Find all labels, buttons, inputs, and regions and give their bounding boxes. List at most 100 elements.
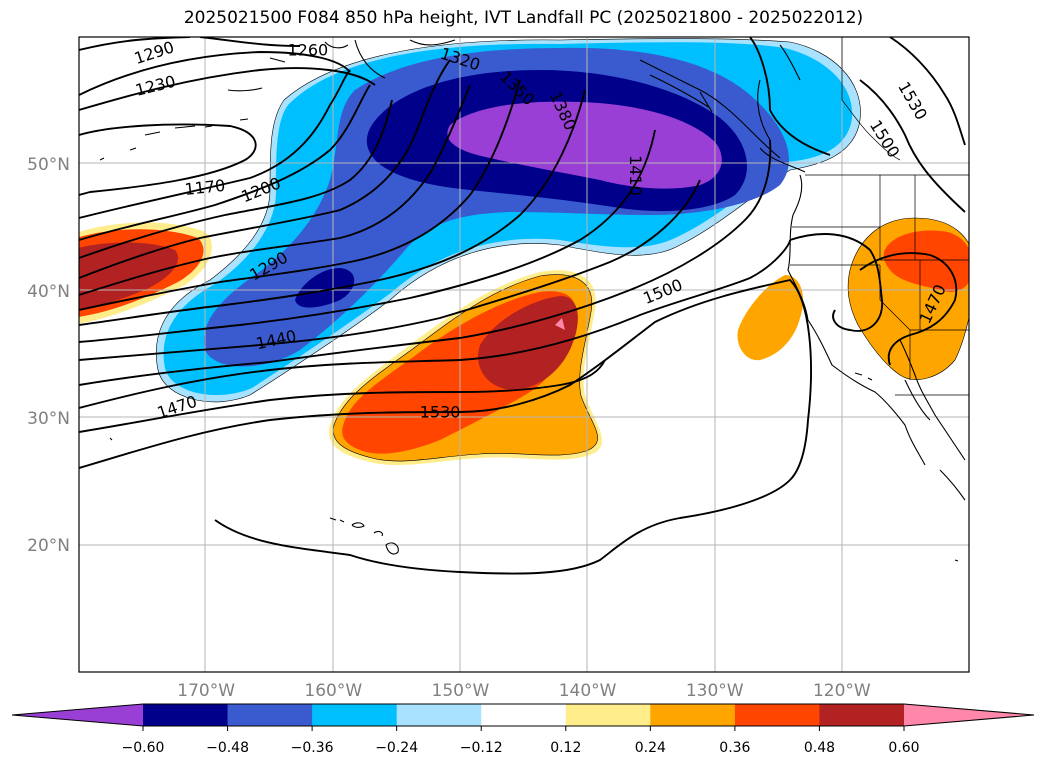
map-frame bbox=[78, 36, 970, 673]
contour-1530-closed-low-lat bbox=[79, 278, 812, 575]
contour-1230 bbox=[79, 51, 351, 96]
colorbar-tick-label: −0.48 bbox=[206, 740, 249, 756]
lat-label: 40°N bbox=[27, 282, 70, 302]
contour-1230b bbox=[79, 84, 371, 241]
contour-1410 bbox=[79, 129, 656, 343]
ivt-neg-blob-dark-2 bbox=[295, 268, 355, 308]
contour-label: 1170 bbox=[184, 176, 226, 199]
lat-label: 30°N bbox=[27, 409, 70, 429]
ca-islands bbox=[854, 372, 873, 381]
canada-inland-coast bbox=[757, 44, 801, 141]
contour-1320 bbox=[79, 84, 471, 296]
height-contours bbox=[79, 37, 966, 575]
contour-1200-north bbox=[79, 67, 376, 111]
lon-label: 120°W bbox=[813, 681, 871, 701]
contour-1470-sw bbox=[859, 252, 958, 366]
colorbar-swatch bbox=[481, 704, 567, 726]
contour-1500-ca bbox=[789, 233, 883, 332]
contour-label-text: 1170 bbox=[184, 176, 226, 199]
colorbar-swatch bbox=[734, 704, 820, 726]
contour-label: 1530 bbox=[420, 403, 461, 422]
colorbar-tick-label: 0.24 bbox=[635, 740, 666, 756]
contour-1260-north bbox=[199, 37, 301, 47]
contour-label: 1410 bbox=[626, 155, 645, 196]
contour-label-text: 1260 bbox=[287, 41, 328, 60]
colorbar-swatch bbox=[565, 704, 651, 726]
colorbar: −0.60 −0.48 −0.36 −0.24 −0.12 0.12 0.24 0.36 0.4… bbox=[11, 703, 1035, 756]
contour-label: 1290 bbox=[132, 37, 177, 68]
ivt-negative-shading bbox=[155, 38, 861, 403]
contour-label: 1230 bbox=[133, 72, 177, 100]
colorbar-tick-label: −0.12 bbox=[460, 740, 503, 756]
ivt-ca-blob-024 bbox=[737, 275, 804, 361]
colorbar-tick-label: 0.60 bbox=[888, 740, 919, 756]
colorbar-tick-label: −0.24 bbox=[375, 740, 418, 756]
contour-1380 bbox=[79, 89, 586, 326]
baja-gulf-coast bbox=[899, 339, 966, 501]
map-title: 2025021500 F084 850 hPa height, IVT Land… bbox=[183, 8, 864, 28]
contour-1350 bbox=[79, 79, 521, 311]
aleutian-islands bbox=[99, 118, 249, 161]
north-america-west-coast bbox=[787, 174, 931, 466]
colorbar-extend-max bbox=[904, 704, 1034, 726]
bc-coast-islands bbox=[639, 59, 806, 173]
contour-1500-canada bbox=[749, 37, 831, 156]
alaska-coast bbox=[144, 39, 456, 136]
lat-label: 50°N bbox=[27, 155, 70, 175]
lon-label: 170°W bbox=[177, 681, 235, 701]
colorbar-extend-min bbox=[12, 704, 143, 726]
contour-1200 bbox=[79, 69, 351, 219]
contour-1260 bbox=[79, 99, 393, 259]
contour-1440 bbox=[79, 179, 701, 361]
ivt-band-pos-048 bbox=[478, 296, 578, 390]
colorbar-tick-label: −0.60 bbox=[122, 740, 165, 756]
colorbar-swatch bbox=[396, 704, 482, 726]
contour-label: 1260 bbox=[287, 41, 328, 60]
colorbar-tick-label: 0.36 bbox=[719, 740, 750, 756]
colorbar-tick-label: 0.48 bbox=[804, 740, 835, 756]
map-plot-area: 1290 126012301320135013801410153015001170… bbox=[79, 37, 969, 672]
ivt-intermountain-036 bbox=[883, 230, 969, 292]
contour-label-text: 1470 bbox=[155, 392, 200, 423]
contour-label-text: 1530 bbox=[894, 78, 931, 123]
colorbar-swatch bbox=[312, 704, 398, 726]
contour-label: 1470 bbox=[155, 392, 200, 423]
hawaii bbox=[329, 517, 399, 555]
colorbar-swatch bbox=[227, 704, 313, 726]
lon-label: 130°W bbox=[686, 681, 744, 701]
lon-label: 160°W bbox=[304, 681, 362, 701]
ivt-band-neg-060 bbox=[447, 101, 722, 189]
longitude-labels: 170°W 160°W 150°W 140°W 130°W 120°W bbox=[177, 681, 871, 701]
lon-label: 140°W bbox=[559, 681, 617, 701]
colorbar-tick-label: 0.12 bbox=[550, 740, 581, 756]
contour-1530-ne bbox=[889, 37, 966, 146]
colorbar-tick-label: −0.36 bbox=[291, 740, 334, 756]
ivt-west-blob-048 bbox=[79, 242, 179, 310]
latitude-labels: 50°N 40°N 30°N 20°N bbox=[27, 155, 70, 556]
contour-label: 1530 bbox=[894, 78, 931, 123]
ivt-band-pos-060 bbox=[555, 318, 565, 330]
tiny-islands bbox=[109, 437, 959, 562]
contour-1290 bbox=[79, 59, 451, 279]
ivt-positive-shading bbox=[79, 217, 969, 466]
contour-label-text: 1500 bbox=[640, 275, 685, 308]
contour-1470 bbox=[79, 139, 772, 386]
contour-label-text: 1230 bbox=[133, 72, 177, 100]
contour-label-text: 1410 bbox=[626, 155, 645, 196]
coastlines bbox=[99, 39, 966, 562]
contour-1170-closed bbox=[79, 123, 257, 196]
lon-label: 150°W bbox=[432, 681, 490, 701]
contour-1500-ne bbox=[859, 79, 966, 213]
contour-label-text: 1530 bbox=[420, 403, 461, 422]
colorbar-swatch bbox=[819, 704, 905, 726]
colorbar-swatch bbox=[650, 704, 736, 726]
contour-1500-main bbox=[79, 239, 791, 409]
contour-1530-main bbox=[79, 359, 606, 433]
graticule bbox=[79, 37, 969, 672]
colorbar-swatch bbox=[143, 704, 229, 726]
lat-label: 20°N bbox=[27, 536, 70, 556]
canada-province-line bbox=[841, 37, 901, 161]
contour-label: 1500 bbox=[640, 275, 685, 308]
contour-label: 1500 bbox=[866, 117, 904, 162]
